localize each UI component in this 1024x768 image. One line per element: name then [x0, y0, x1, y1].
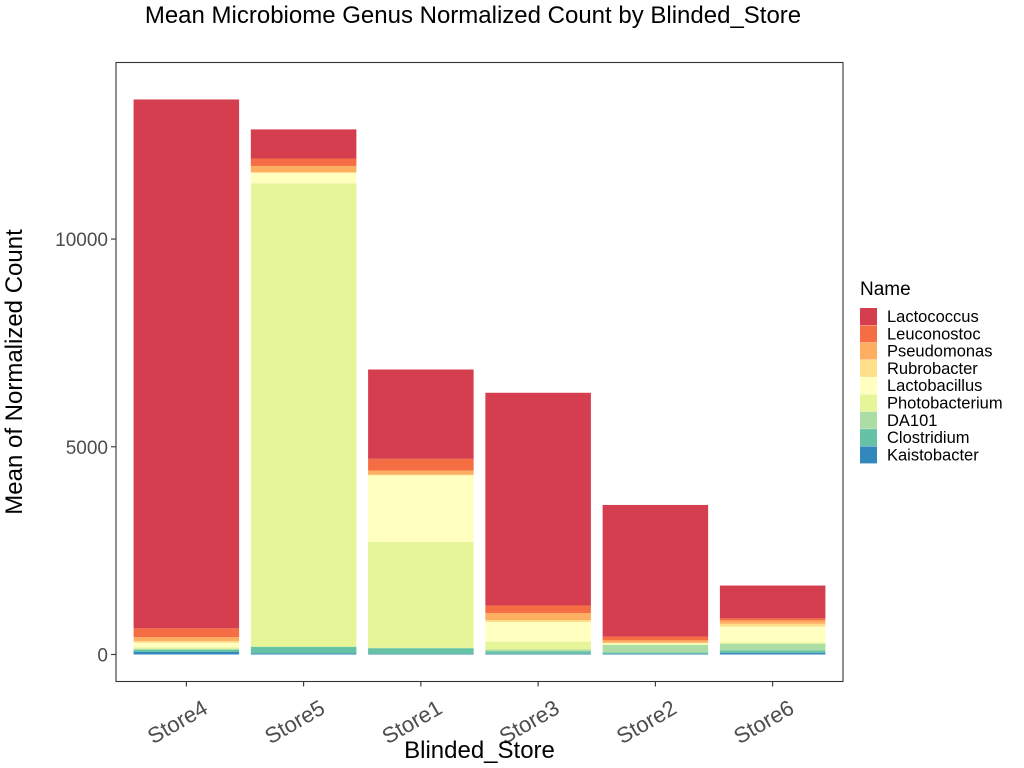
legend-key-da101 — [860, 411, 877, 429]
bar-segment-store4-leuconostoc — [133, 628, 240, 638]
bar-segment-store1-lactobacillus — [368, 475, 474, 542]
legend-key-kaistobacter — [860, 446, 877, 464]
legend-label-photobacterium: Photobacterium — [887, 395, 1003, 413]
legend-label-leuconostoc: Leuconostoc — [887, 325, 981, 343]
bar-segment-store3-rubrobacter — [485, 620, 591, 623]
bar-segment-store3-da101 — [485, 649, 591, 652]
bar-segment-store1-rubrobacter — [368, 474, 474, 476]
bar-segment-store2-clostridium — [602, 652, 709, 654]
bar-segment-store4-da101 — [133, 648, 240, 650]
bar-segment-store1-leuconostoc — [368, 458, 474, 471]
x-tick-label: Store5 — [260, 695, 329, 749]
legend-label-pseudomonas: Pseudomonas — [887, 343, 993, 361]
legend: Name LactococcusLeuconostocPseudomonasRu… — [860, 279, 1003, 464]
bar-segment-store2-leuconostoc — [602, 636, 709, 641]
bar-segment-store3-lactococcus — [485, 392, 591, 606]
bar-segment-store6-photobacterium — [719, 642, 826, 644]
legend-key-lactococcus — [860, 308, 877, 325]
legend-label-clostridium: Clostridium — [887, 429, 970, 447]
bar-segment-store3-leuconostoc — [485, 605, 591, 613]
bar-segment-store4-photobacterium — [133, 647, 240, 649]
bar-segment-store1-kaistobacter — [368, 653, 474, 655]
bar-segment-store6-rubrobacter — [719, 623, 826, 627]
bars — [133, 99, 826, 655]
x-tick-label: Store6 — [729, 695, 798, 749]
legend-key-photobacterium — [860, 394, 877, 412]
bar-segment-store2-da101 — [602, 644, 709, 653]
legend-key-clostridium — [860, 429, 877, 447]
bar-segment-store1-clostridium — [368, 648, 474, 654]
bar-segment-store4-kaistobacter — [133, 652, 240, 655]
bar-segment-store2-pseudomonas — [602, 640, 709, 643]
bar-segment-store6-leuconostoc — [719, 618, 826, 621]
bar-segment-store4-rubrobacter — [133, 641, 240, 643]
chart-title: Mean Microbiome Genus Normalized Count b… — [145, 2, 801, 29]
bar-segment-store2-lactobacillus — [602, 643, 709, 645]
legend-label-kaistobacter: Kaistobacter — [887, 446, 979, 464]
bar-segment-store5-kaistobacter — [250, 653, 357, 655]
bar-segment-store3-pseudomonas — [485, 612, 591, 621]
bar-segment-store4-lactococcus — [133, 99, 240, 629]
y-tick-label: 0 — [97, 645, 108, 666]
bar-segment-store3-photobacterium — [485, 641, 591, 650]
bar-segment-store6-lactobacillus — [719, 626, 826, 643]
bar-segment-store3-kaistobacter — [485, 653, 591, 655]
legend-label-lactobacillus: Lactobacillus — [887, 377, 982, 395]
bar-segment-store2-kaistobacter — [602, 653, 709, 655]
legend-label-lactococcus: Lactococcus — [887, 308, 979, 326]
bar-segment-store1-photobacterium — [368, 541, 474, 648]
legend-title: Name — [860, 279, 911, 300]
legend-key-rubrobacter — [860, 359, 877, 377]
bar-segment-store6-lactococcus — [719, 585, 826, 619]
bar-segment-store5-lactobacillus — [250, 173, 357, 184]
bar-segment-store4-clostridium — [133, 649, 240, 653]
bar-segment-store5-clostridium — [250, 647, 357, 654]
bar-segment-store5-photobacterium — [250, 183, 357, 647]
legend-label-da101: DA101 — [887, 412, 937, 430]
bar-segment-store2-lactococcus — [602, 504, 709, 637]
bar-segment-store5-lactococcus — [250, 129, 357, 159]
bar-segment-store5-rubrobacter — [250, 172, 357, 174]
bar-segment-store5-pseudomonas — [250, 165, 357, 173]
bar-segment-store6-kaistobacter — [719, 652, 826, 655]
legend-key-pseudomonas — [860, 342, 877, 360]
bar-segment-store6-da101 — [719, 643, 826, 651]
y-tick-label: 5000 — [66, 438, 108, 459]
bar-segment-store3-lactobacillus — [485, 622, 591, 642]
y-axis-title: Mean of Normalized Count — [1, 229, 28, 515]
bar-segment-store1-pseudomonas — [368, 470, 474, 475]
legend-label-rubrobacter: Rubrobacter — [887, 360, 978, 378]
bar-segment-store4-lactobacillus — [133, 642, 240, 648]
bar-segment-store3-clostridium — [485, 651, 591, 654]
bar-segment-store4-pseudomonas — [133, 637, 240, 642]
legend-key-leuconostoc — [860, 325, 877, 343]
bar-segment-store1-lactococcus — [368, 369, 474, 459]
y-axis: 0 5000 10000 — [55, 230, 116, 666]
legend-key-lactobacillus — [860, 377, 877, 395]
bar-segment-store6-pseudomonas — [719, 620, 826, 624]
x-tick-label: Store2 — [612, 695, 681, 749]
bar-segment-store5-leuconostoc — [250, 158, 357, 166]
y-tick-label: 10000 — [55, 230, 108, 251]
x-tick-label: Store4 — [143, 695, 212, 749]
bar-segment-store6-clostridium — [719, 650, 826, 653]
x-axis-title: Blinded_Store — [404, 737, 555, 764]
